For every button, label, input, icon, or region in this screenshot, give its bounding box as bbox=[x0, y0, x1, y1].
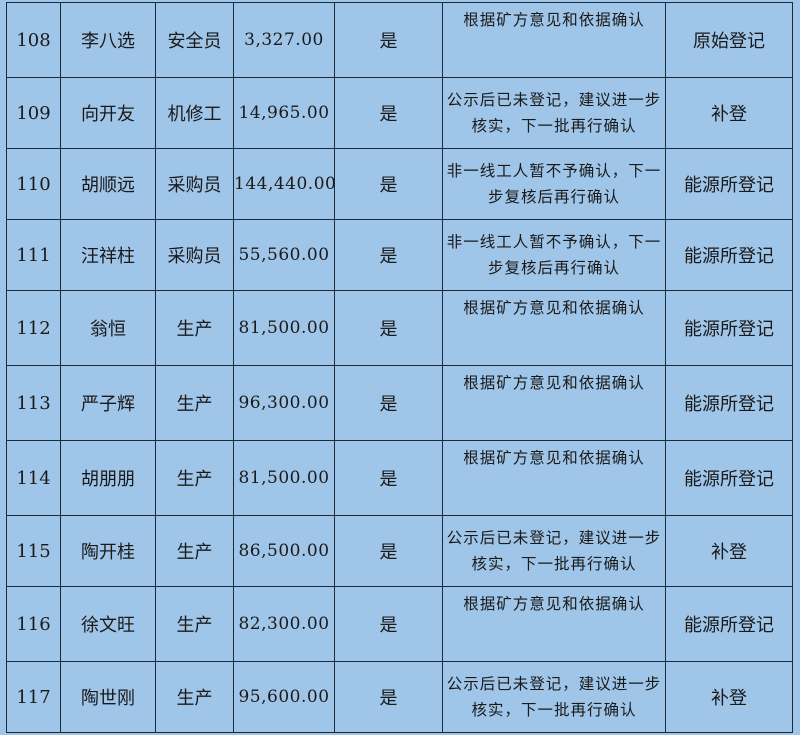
table-row: 113 严子辉 生产 96,300.00 是根据矿方意见和依据确认 能源所登记 bbox=[6, 365, 793, 441]
cell-category: 补登 bbox=[665, 77, 793, 149]
cell-amount: 3,327.00 bbox=[233, 2, 335, 78]
cell-flag: 是 bbox=[334, 2, 443, 78]
cell-note: 公示后已未登记，建议进一步核实，下一批再行确认 bbox=[442, 661, 666, 733]
cell-amount: 144,440.00 bbox=[233, 148, 335, 220]
cell-amount: 96,300.00 bbox=[233, 365, 335, 441]
cell-category: 能源所登记 bbox=[665, 219, 793, 291]
cell-name: 李八选 bbox=[60, 2, 156, 78]
table-row: 108 李八选 安全员 3,327.00 是根据矿方意见和依据确认 原始登记 bbox=[6, 2, 793, 78]
cell-amount: 81,500.00 bbox=[233, 290, 335, 366]
cell-name: 胡朋朋 bbox=[60, 440, 156, 516]
cell-flag: 是 bbox=[334, 440, 443, 516]
cell-amount: 95,600.00 bbox=[233, 661, 335, 733]
cell-category: 能源所登记 bbox=[665, 586, 793, 662]
table-row: 115 陶开桂 生产 86,500.00 是公示后已未登记，建议进一步核实，下一批再行确… bbox=[6, 515, 793, 587]
cell-number: 117 bbox=[6, 661, 61, 733]
cell-flag: 是 bbox=[334, 586, 443, 662]
cell-number: 109 bbox=[6, 77, 61, 149]
cell-note: 根据矿方意见和依据确认 bbox=[442, 2, 666, 78]
cell-role: 生产 bbox=[155, 586, 234, 662]
cell-number: 116 bbox=[6, 586, 61, 662]
cell-role: 生产 bbox=[155, 440, 234, 516]
cell-number: 115 bbox=[6, 515, 61, 587]
cell-note: 根据矿方意见和依据确认 bbox=[442, 586, 666, 662]
cell-note: 公示后已未登记，建议进一步核实，下一批再行确认 bbox=[442, 77, 666, 149]
cell-number: 112 bbox=[6, 290, 61, 366]
cell-role: 生产 bbox=[155, 365, 234, 441]
cell-category: 补登 bbox=[665, 515, 793, 587]
table-row: 109 向开友 机修工 14,965.00 是公示后已未登记，建议进一步核实，下一批再行… bbox=[6, 77, 793, 149]
cell-note: 根据矿方意见和依据确认 bbox=[442, 365, 666, 441]
cell-flag: 是 bbox=[334, 365, 443, 441]
cell-category: 能源所登记 bbox=[665, 365, 793, 441]
records-table: 108 李八选 安全员 3,327.00 是根据矿方意见和依据确认 原始登记 109 向开友机… bbox=[6, 2, 793, 733]
cell-number: 111 bbox=[6, 219, 61, 291]
cell-name: 陶世刚 bbox=[60, 661, 156, 733]
cell-name: 严子辉 bbox=[60, 365, 156, 441]
cell-note: 非一线工人暂不予确认，下一步复核后再行确认 bbox=[442, 148, 666, 220]
cell-category: 能源所登记 bbox=[665, 148, 793, 220]
table-row: 111 汪祥柱 采购员 55,560.00 是非一线工人暂不予确认，下一步复核后再行确认… bbox=[6, 219, 793, 291]
cell-flag: 是 bbox=[334, 148, 443, 220]
cell-note: 根据矿方意见和依据确认 bbox=[442, 290, 666, 366]
cell-name: 汪祥柱 bbox=[60, 219, 156, 291]
cell-role: 采购员 bbox=[155, 148, 234, 220]
table-row: 116 徐文旺 生产 82,300.00 是根据矿方意见和依据确认 能源所登记 bbox=[6, 586, 793, 662]
cell-role: 安全员 bbox=[155, 2, 234, 78]
cell-amount: 81,500.00 bbox=[233, 440, 335, 516]
cell-category: 能源所登记 bbox=[665, 440, 793, 516]
cell-name: 向开友 bbox=[60, 77, 156, 149]
cell-flag: 是 bbox=[334, 219, 443, 291]
cell-number: 113 bbox=[6, 365, 61, 441]
cell-amount: 86,500.00 bbox=[233, 515, 335, 587]
cell-flag: 是 bbox=[334, 77, 443, 149]
cell-flag: 是 bbox=[334, 515, 443, 587]
cell-number: 108 bbox=[6, 2, 61, 78]
cell-category: 原始登记 bbox=[665, 2, 793, 78]
table-row: 117 陶世刚 生产 95,600.00 是公示后已未登记，建议进一步核实，下一批再行确… bbox=[6, 661, 793, 733]
cell-role: 生产 bbox=[155, 661, 234, 733]
cell-name: 胡顺远 bbox=[60, 148, 156, 220]
cell-amount: 14,965.00 bbox=[233, 77, 335, 149]
table-row: 110 胡顺远 采购员 144,440.00 是非一线工人暂不予确认，下一步复核后再行确… bbox=[6, 148, 793, 220]
cell-role: 生产 bbox=[155, 515, 234, 587]
cell-flag: 是 bbox=[334, 290, 443, 366]
cell-name: 徐文旺 bbox=[60, 586, 156, 662]
table-row: 114 胡朋朋 生产 81,500.00 是根据矿方意见和依据确认 能源所登记 bbox=[6, 440, 793, 516]
cell-note: 公示后已未登记，建议进一步核实，下一批再行确认 bbox=[442, 515, 666, 587]
cell-name: 陶开桂 bbox=[60, 515, 156, 587]
cell-flag: 是 bbox=[334, 661, 443, 733]
cell-role: 生产 bbox=[155, 290, 234, 366]
table-row: 112 翁恒 生产 81,500.00 是根据矿方意见和依据确认 能源所登记 bbox=[6, 290, 793, 366]
cell-category: 补登 bbox=[665, 661, 793, 733]
cell-amount: 82,300.00 bbox=[233, 586, 335, 662]
cell-role: 机修工 bbox=[155, 77, 234, 149]
cell-category: 能源所登记 bbox=[665, 290, 793, 366]
cell-note: 根据矿方意见和依据确认 bbox=[442, 440, 666, 516]
cell-amount: 55,560.00 bbox=[233, 219, 335, 291]
cell-note: 非一线工人暂不予确认，下一步复核后再行确认 bbox=[442, 219, 666, 291]
cell-number: 110 bbox=[6, 148, 61, 220]
cell-number: 114 bbox=[6, 440, 61, 516]
cell-role: 采购员 bbox=[155, 219, 234, 291]
cell-name: 翁恒 bbox=[60, 290, 156, 366]
